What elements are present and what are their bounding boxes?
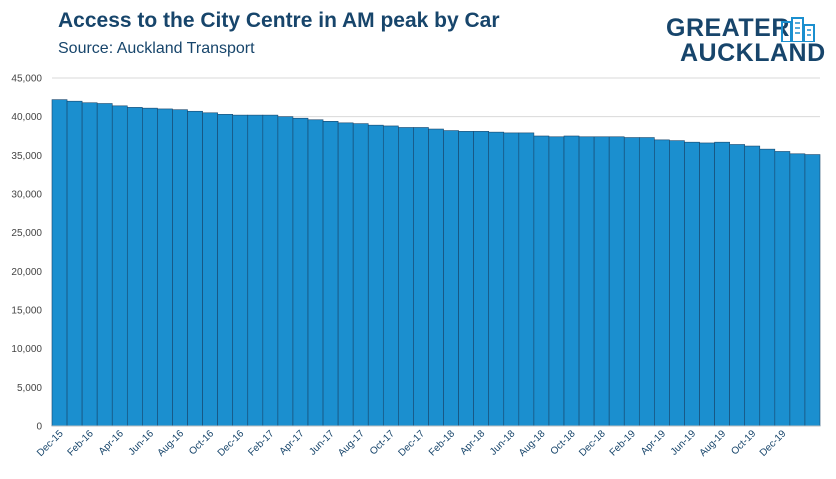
y-tick-label: 30,000	[11, 190, 42, 201]
x-tick-label: Feb-17	[246, 428, 276, 458]
bar	[413, 127, 429, 427]
bar	[292, 117, 309, 427]
bar	[51, 99, 68, 427]
x-tick-label: Oct-17	[368, 428, 397, 457]
bar	[96, 103, 113, 427]
x-tick-label: Dec-18	[577, 428, 608, 459]
bar	[473, 131, 490, 427]
bar	[729, 144, 746, 427]
bar	[548, 136, 565, 427]
bar	[247, 114, 264, 427]
chart-subtitle: Source: Auckland Transport	[58, 40, 255, 57]
bar	[518, 132, 535, 427]
x-tick-label: Feb-18	[427, 428, 457, 458]
bar	[398, 127, 414, 427]
bar	[488, 131, 505, 427]
x-tick-label: Jun-17	[307, 428, 337, 458]
x-tick-label: Jun-16	[127, 428, 157, 458]
bar	[593, 136, 610, 427]
bar	[533, 135, 550, 427]
bar-series	[51, 99, 821, 427]
y-tick-label: 5,000	[17, 383, 42, 394]
x-tick-label: Dec-19	[758, 428, 789, 459]
bar	[638, 137, 655, 427]
x-tick-label: Feb-19	[608, 428, 638, 458]
y-tick-label: 10,000	[11, 344, 42, 355]
logo-line-1: GREATER	[666, 14, 790, 42]
bar	[503, 132, 520, 427]
bar	[699, 142, 715, 427]
y-tick-label: 40,000	[11, 112, 42, 123]
bar	[654, 139, 670, 427]
x-tick-label: Apr-17	[278, 428, 307, 457]
bar	[202, 112, 218, 427]
x-tick-label: Aug-19	[698, 428, 729, 459]
x-tick-label: Jun-18	[488, 428, 518, 458]
y-tick-label: 15,000	[11, 306, 42, 317]
bar	[232, 114, 249, 427]
bar	[262, 114, 279, 427]
bar	[774, 151, 791, 427]
x-tick-label: Aug-16	[156, 428, 187, 459]
bar	[759, 148, 776, 427]
chart-title: Access to the City Centre in AM peak by …	[58, 9, 500, 32]
x-tick-label: Apr-16	[97, 428, 126, 457]
greater-auckland-logo: GREATER AUCKLAND	[662, 14, 825, 67]
x-tick-label: Jun-19	[669, 428, 699, 458]
logo-line-2: AUCKLAND	[680, 39, 826, 67]
bar	[684, 141, 700, 427]
building-icon	[781, 17, 815, 42]
y-tick-label: 35,000	[11, 151, 42, 162]
x-tick-label: Dec-17	[396, 428, 427, 459]
bar	[458, 131, 474, 427]
y-tick-label: 25,000	[11, 228, 42, 239]
y-tick-label: 0	[36, 422, 42, 433]
y-tick-label: 45,000	[11, 74, 42, 85]
bar	[352, 123, 369, 427]
bar	[428, 128, 444, 427]
x-tick-label: Oct-19	[729, 428, 758, 457]
bar	[669, 140, 685, 427]
bar	[157, 108, 173, 427]
x-axis-ticks: Dec-15 Feb-16 Apr-16 Jun-16 Aug-16 Oct-16 Dec-…	[35, 428, 789, 459]
bar	[337, 122, 354, 427]
bar	[172, 109, 188, 427]
bar	[126, 107, 143, 427]
bar	[563, 135, 580, 427]
x-tick-label: Dec-16	[216, 428, 247, 459]
x-tick-label: Oct-18	[549, 428, 578, 457]
bar	[322, 121, 339, 427]
bar	[714, 141, 730, 427]
x-tick-label: Aug-18	[517, 428, 548, 459]
bar	[142, 107, 158, 427]
bar	[66, 100, 83, 427]
bar	[744, 145, 761, 427]
x-tick-label: Oct-16	[187, 428, 216, 457]
y-tick-label: 20,000	[11, 267, 42, 278]
bar	[623, 137, 640, 427]
x-tick-label: Aug-17	[336, 428, 367, 459]
bar	[307, 119, 324, 427]
x-tick-label: Dec-15	[35, 428, 66, 459]
bar	[217, 114, 234, 427]
x-tick-label: Feb-16	[66, 428, 96, 458]
bar	[81, 102, 98, 427]
bar	[608, 136, 625, 427]
bar	[187, 110, 203, 427]
bar	[804, 154, 821, 427]
bar	[367, 124, 384, 427]
bar	[111, 105, 128, 427]
bar	[443, 130, 459, 427]
bar	[277, 116, 294, 427]
bar	[789, 153, 806, 427]
x-tick-label: Apr-19	[639, 428, 668, 457]
x-tick-label: Apr-18	[458, 428, 487, 457]
bar	[578, 136, 595, 427]
y-axis-ticks: 0 5,000 10,000 15,000 20,000 25,000 30,000 35,0…	[11, 74, 42, 433]
bar	[382, 125, 399, 427]
